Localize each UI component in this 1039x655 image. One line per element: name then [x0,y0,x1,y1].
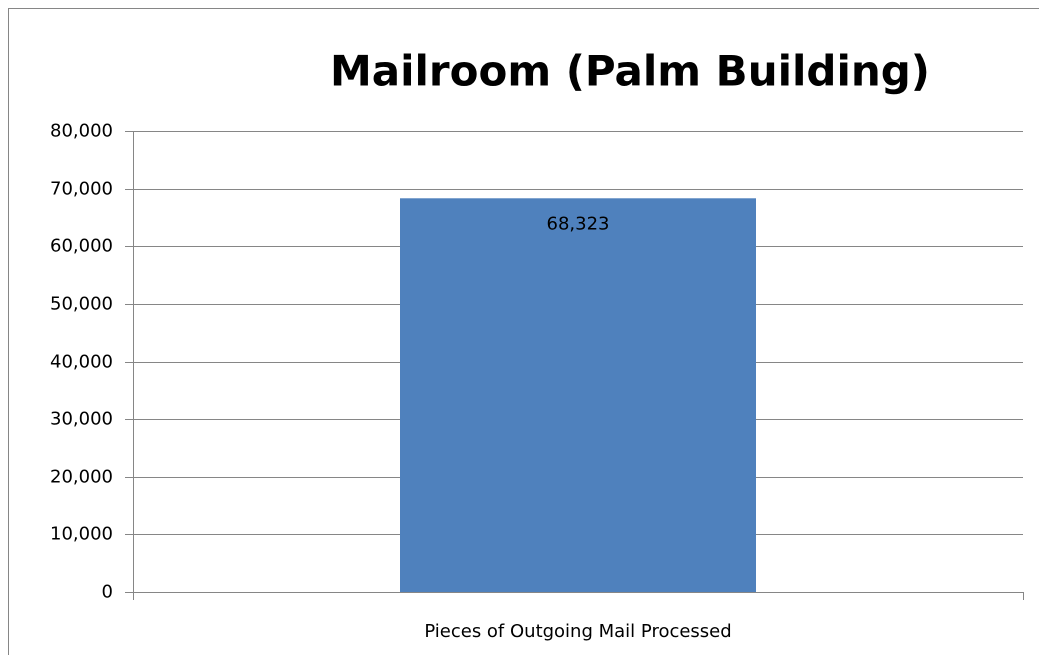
y-tick-label: 40,000 [50,352,113,373]
y-tick-label: 30,000 [50,409,113,430]
y-tick-label: 20,000 [50,467,113,488]
chart-title: Mailroom (Palm Building) [330,47,930,96]
x-tick-label: Pieces of Outgoing Mail Processed [424,621,731,642]
y-tick-label: 70,000 [50,179,113,200]
y-tick-label: 60,000 [50,236,113,257]
y-tick-label: 50,000 [50,294,113,315]
y-tick-label: 0 [102,582,113,603]
y-tick-label: 80,000 [50,121,113,142]
y-tick-label: 10,000 [50,524,113,545]
data-label: 68,323 [547,213,610,234]
bar [400,198,756,593]
